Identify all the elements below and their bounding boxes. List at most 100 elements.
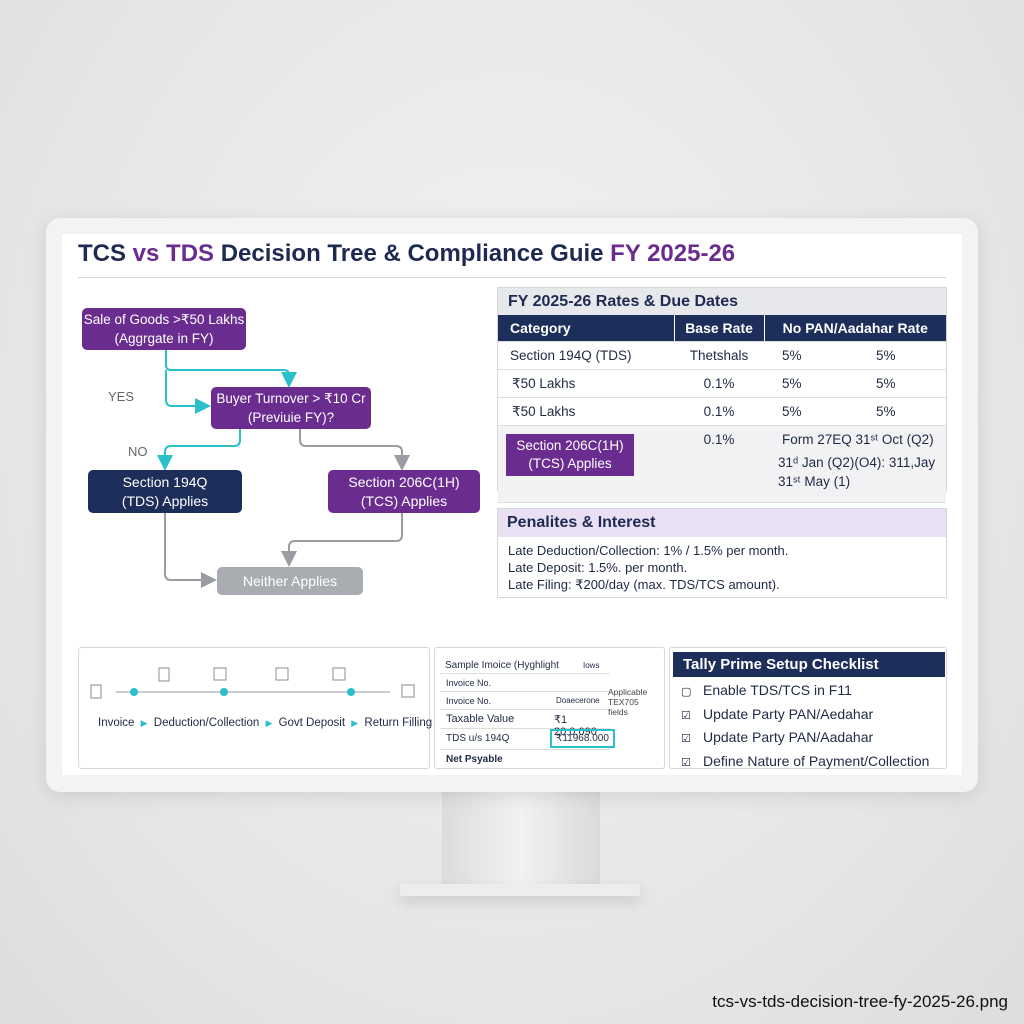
cell: 5% xyxy=(839,397,946,426)
cell: 5% xyxy=(764,369,840,398)
cell: Section 206C(1H) (TCS) Applies xyxy=(498,425,675,503)
invoice-row: Net Psyable xyxy=(440,750,610,768)
node-text: Section 194Q xyxy=(122,473,208,490)
tree-node: Section 194Q (TDS) Applies xyxy=(88,470,242,513)
checklist-text: Enable TDS/TCS in F11 xyxy=(703,682,852,698)
invoice-label: Taxable Value xyxy=(446,713,515,725)
timeline-step: Return Filling xyxy=(364,717,433,729)
invoice-annotation: Applicable TEX705 fields xyxy=(608,687,648,717)
timeline-steps: Invoice ▶ Deduction/Collection ▶ Govt De… xyxy=(98,717,432,729)
node-text: (Previuie FY)? xyxy=(247,410,335,425)
edge xyxy=(281,513,403,567)
invoice-tag: Iows xyxy=(583,661,600,670)
edge-label: NO xyxy=(128,444,148,459)
invoice-value: Doaecerone xyxy=(556,696,600,705)
header-row: Category Base Rate No PAN/Aadahar Rate xyxy=(498,315,946,342)
edge xyxy=(299,429,410,471)
rates-panel: FY 2025-26 Rates & Due Dates Category Ba… xyxy=(497,287,947,503)
title-part: TDS xyxy=(166,240,215,267)
cell: 0.1% xyxy=(674,425,764,503)
checklist-text: Define Nature of Payment/Collection xyxy=(703,752,930,769)
node-text: Neither Applies xyxy=(242,572,338,589)
tree-node: Sale of Goods >₹50 Lakhs (Aggrgate in FY… xyxy=(82,308,246,350)
tree-node: Buyer Turnover > ₹10 Cr (Previuie FY)? xyxy=(211,387,371,429)
checklist-item: ☑ Update Party PAN/Aadahar xyxy=(681,727,929,751)
cell: Thetshals xyxy=(674,341,764,370)
cell: 5% xyxy=(839,369,946,398)
node-text: (TCS) Applies xyxy=(360,492,448,509)
tree-node: Section 206C(1H) (TCS) Applies xyxy=(328,470,480,513)
header-cell: No PAN/Aadahar Rate xyxy=(763,315,946,342)
cell: Form 27EQ 31ˢᵗ Oct (Q2) 31ᵈ Jan (Q2)(O4)… xyxy=(764,425,946,503)
edge xyxy=(164,513,217,588)
invoice-row: Invoice No. xyxy=(440,674,610,692)
node-text: Sale of Goods >₹50 Lakhs xyxy=(83,312,245,327)
checklist-title: Tally Prime Setup Checklist xyxy=(673,652,945,677)
row: ₹50 Lakhs 0.1% 5% 5% xyxy=(498,397,946,426)
cell: Section 194Q (TDS) xyxy=(498,341,675,370)
checklist-item: ☑ Update Party PAN/Aedahar xyxy=(681,704,929,728)
checklist-item: ▢ Enable TDS/TCS in F11 xyxy=(681,680,929,704)
checklist-text: Update Party PAN/Aadahar xyxy=(703,729,874,745)
title-part: FY 2025-26 xyxy=(610,240,736,267)
title-part: Decision Tree & Compliance Guie xyxy=(220,240,604,267)
invoice-row: Taxable Value ₹1 20.0,090 xyxy=(440,710,610,738)
panel-title: FY 2025-26 Rates & Due Dates xyxy=(498,288,946,315)
invoice-header: Sample Imoice (Hyghlight Iows xyxy=(440,656,610,674)
cell: 0.1% xyxy=(674,369,764,398)
title: TCS vs TDS Decision Tree & Compliance Gu… xyxy=(78,240,735,268)
row: Section 206C(1H) (TCS) Applies 0.1% Form… xyxy=(498,425,946,503)
filename: tcs-vs-tds-decision-tree-fy-2025-26.png xyxy=(712,992,1008,1011)
penalty-line: Late Deduction/Collection: 1% / 1.5% per… xyxy=(508,543,789,558)
timeline-step: Govt Deposit xyxy=(278,717,346,729)
timeline-graphic xyxy=(90,667,415,699)
arrow-icon: ▶ xyxy=(140,718,148,728)
cell: ₹50 Lakhs xyxy=(498,397,675,426)
edge xyxy=(165,370,211,414)
timeline-step: Deduction/Collection xyxy=(153,717,260,729)
invoice-label: Invoice No. xyxy=(446,678,492,688)
node-text: (TDS) Applies xyxy=(121,492,209,509)
timeline-panel xyxy=(78,647,430,769)
checklist-text: Update Party PAN/Aedahar xyxy=(703,705,874,722)
cell: ₹50 Lakhs xyxy=(498,369,675,398)
invoice-label: Invoice No. xyxy=(446,696,492,706)
penalty-line: Late Deposit: 1.5%. per month. xyxy=(508,560,688,575)
due-date: Form 27EQ 31ˢᵗ Oct (Q2) xyxy=(782,432,934,447)
cell: 5% xyxy=(764,341,840,370)
invoice: Sample Imoice (Hyghlight Iows Invoice No… xyxy=(440,656,615,768)
checkbox-icon: ▢ xyxy=(681,686,692,698)
invoice-label: TDS u/s 194Q xyxy=(446,733,510,744)
row: ₹50 Lakhs 0.1% 5% 5% xyxy=(498,369,946,398)
monitor-neck xyxy=(442,788,600,888)
header-cell: Category xyxy=(498,315,675,342)
checkbox-icon: ☑ xyxy=(681,733,691,745)
cell: 0.1% xyxy=(674,397,764,426)
invoice-panel xyxy=(434,647,665,769)
category-badge: Section 206C(1H) (TCS) Applies xyxy=(506,434,634,476)
header-cell: Base Rate xyxy=(673,315,764,342)
checkbox-icon: ☑ xyxy=(681,709,691,722)
tree-node: Neither Applies xyxy=(217,567,363,595)
arrow-icon: ▶ xyxy=(351,718,359,728)
node-text: (Aggrgate in FY) xyxy=(114,331,214,346)
node-text: Buyer Turnover > ₹10 Cr xyxy=(216,391,366,406)
row: Section 194Q (TDS) Thetshals 5% 5% xyxy=(498,341,946,370)
checklist-items: ▢ Enable TDS/TCS in F11 ☑ Update Party PAN… xyxy=(681,680,929,774)
node-text: Section 206C(1H) xyxy=(348,473,460,490)
invoice-title: Sample Imoice (Hyghlight xyxy=(445,660,559,671)
invoice-label: Net Psyable xyxy=(446,754,503,765)
invoice-row: TDS u/s 194Q ₹11968.000 xyxy=(440,729,615,750)
invoice-row: Invoice No. Doaecerone xyxy=(440,692,610,710)
timeline-step: Invoice xyxy=(98,717,135,729)
penalty-line: Late Filing: ₹200/day (max. TDS/TCS amou… xyxy=(508,577,780,592)
invoice-value: ₹11968.000 xyxy=(550,729,615,748)
due-date: 31ᵈ Jan (Q2)(O4): 311,Jay 31ˢᵗ May (1) xyxy=(778,455,936,489)
title-part: vs xyxy=(132,240,160,267)
checkbox-icon: ☑ xyxy=(681,756,691,769)
penalties-panel: Penalites & Interest Late Deduction/Coll… xyxy=(497,508,947,598)
edge-label: YES xyxy=(108,389,135,404)
panel-title: Penalites & Interest xyxy=(498,509,946,537)
